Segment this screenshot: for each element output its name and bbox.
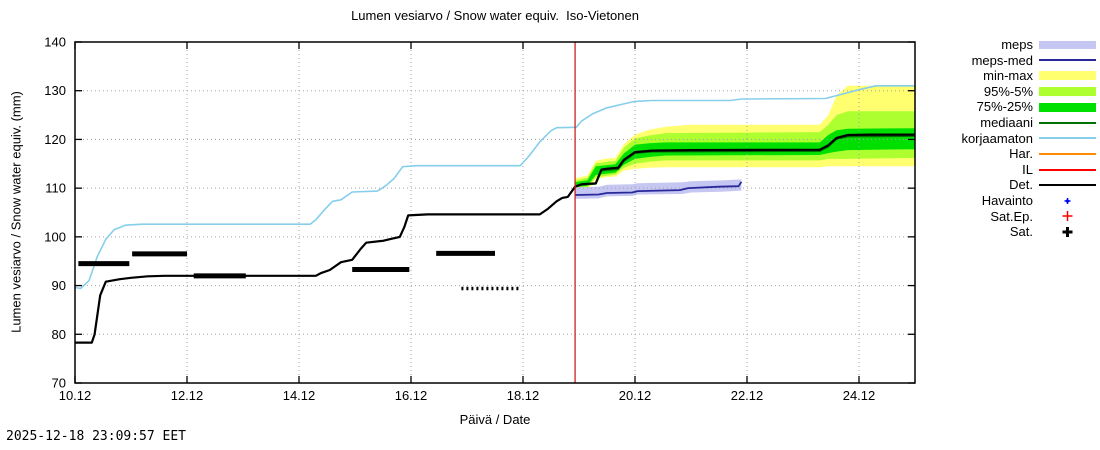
timestamp: 2025-12-18 23:09:57 EET xyxy=(6,429,187,444)
line-sample xyxy=(1039,152,1096,155)
legend-swatch-band xyxy=(1039,69,1096,83)
marker-sample xyxy=(1064,197,1071,204)
line-sample xyxy=(1039,59,1096,62)
x-tick-label: 10.12 xyxy=(59,388,92,403)
y-tick-label: 140 xyxy=(44,35,66,50)
legend-label: Det. xyxy=(1009,177,1033,193)
legend-label: 75%-25% xyxy=(976,99,1033,115)
legend-swatch-line xyxy=(1039,178,1096,192)
legend-item-il: IL xyxy=(961,162,1096,178)
legend-swatch-line xyxy=(1039,116,1096,130)
y-axis-label: Lumen vesiarvo / Snow water equiv. (mm) xyxy=(8,91,24,333)
y-tick-label: 130 xyxy=(44,83,66,98)
legend-item-mediaani: mediaani xyxy=(961,115,1096,131)
x-tick-label: 18.12 xyxy=(507,388,540,403)
legend-item-korjaamaton: korjaamaton xyxy=(961,131,1096,147)
line-sample xyxy=(1039,184,1096,187)
legend-swatch-band xyxy=(1039,85,1096,99)
legend-label: 95%-5% xyxy=(983,83,1033,99)
line-sample xyxy=(1039,121,1096,124)
marker-sample xyxy=(1062,226,1073,237)
x-tick-label: 20.12 xyxy=(619,388,652,403)
legend-label: IL xyxy=(1022,161,1033,177)
legend-item-sat-ep: Sat.Ep. xyxy=(961,209,1096,225)
band-sample xyxy=(1039,71,1096,81)
band-sample xyxy=(1039,102,1096,112)
chart-title: Lumen vesiarvo / Snow water equiv. Iso-V… xyxy=(351,8,639,23)
legend-swatch-band xyxy=(1039,38,1096,52)
legend-swatch-marker-bold-plus xyxy=(1039,225,1096,239)
line-korjaamaton xyxy=(74,85,915,290)
x-axis-label: Päivä / Date xyxy=(459,412,531,427)
line-meps-med xyxy=(575,181,743,196)
legend-swatch-line xyxy=(1039,147,1096,161)
legend-swatch-marker-plus xyxy=(1039,209,1096,223)
legend-label: meps-med xyxy=(971,52,1033,68)
line-Det. xyxy=(75,133,915,344)
legend-swatch-marker-small-plus xyxy=(1039,194,1096,208)
legend-label: Har. xyxy=(1009,146,1033,162)
line-sample xyxy=(1039,168,1096,171)
legend-item-meps-med: meps-med xyxy=(961,53,1096,69)
legend: meps meps-med min-max 95%-5% 75%-25% mediaani… xyxy=(961,37,1096,240)
legend-label: mediaani xyxy=(980,114,1033,130)
band-sample xyxy=(1039,40,1096,49)
x-tick-label: 22.12 xyxy=(731,388,764,403)
legend-item-meps: meps xyxy=(961,37,1096,53)
y-tick-label: 120 xyxy=(44,132,66,147)
legend-label: Havainto xyxy=(981,192,1033,208)
marker-sample xyxy=(1062,211,1073,222)
legend-swatch-band xyxy=(1039,100,1096,114)
band-meps xyxy=(575,179,742,199)
y-tick-label: 70 xyxy=(52,376,66,391)
legend-label: Sat. xyxy=(1009,224,1033,240)
legend-swatch-line xyxy=(1039,53,1096,67)
legend-item-sat: Sat. xyxy=(961,224,1096,240)
band-sample xyxy=(1039,87,1096,97)
legend-label: min-max xyxy=(983,68,1033,84)
x-tick-label: 16.12 xyxy=(395,388,428,403)
legend-item-havainto: Havainto xyxy=(961,193,1096,209)
legend-label: korjaamaton xyxy=(961,130,1033,146)
legend-item-har: Har. xyxy=(961,146,1096,162)
legend-swatch-line xyxy=(1039,131,1096,145)
legend-item-min-max: min-max xyxy=(961,68,1096,84)
legend-item-95-5: 95%-5% xyxy=(961,84,1096,100)
x-tick-label: 12.12 xyxy=(171,388,204,403)
legend-label: meps xyxy=(1001,37,1033,52)
legend-swatch-line xyxy=(1039,163,1096,177)
x-tick-label: 14.12 xyxy=(283,388,316,403)
x-tick-label: 24.12 xyxy=(843,388,876,403)
y-tick-label: 90 xyxy=(52,278,66,293)
line-sample xyxy=(1039,137,1096,140)
legend-item-det: Det. xyxy=(961,177,1096,193)
legend-item-75-25: 75%-25% xyxy=(961,99,1096,115)
legend-label: Sat.Ep. xyxy=(990,208,1033,224)
y-tick-label: 100 xyxy=(44,229,66,244)
y-tick-label: 80 xyxy=(52,327,66,342)
plot-border xyxy=(74,41,916,384)
y-tick-label: 110 xyxy=(45,181,66,196)
